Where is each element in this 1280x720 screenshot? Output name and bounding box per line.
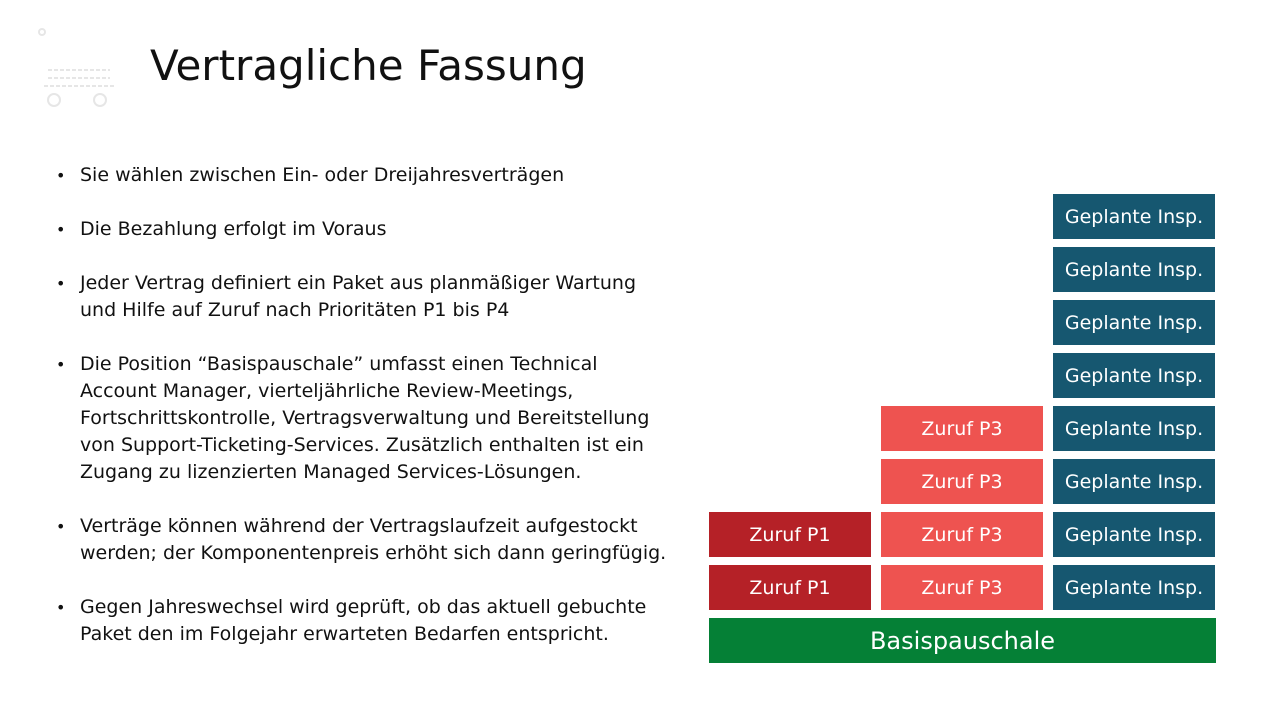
block-zuruf-p3: Zuruf P3 [881, 406, 1043, 451]
block-geplante-insp: Geplante Insp. [1053, 247, 1215, 292]
block-basispauschale: Basispauschale [709, 618, 1216, 663]
block-zuruf-p3: Zuruf P3 [881, 459, 1043, 504]
bullet-payment: Die Bezahlung erfolgt im Voraus [56, 216, 676, 243]
slide-title: Vertragliche Fassung [150, 41, 587, 90]
bullet-year-review: Gegen Jahreswechsel wird geprüft, ob das… [56, 594, 676, 648]
bullet-package: Jeder Vertrag definiert ein Paket aus pl… [56, 270, 676, 324]
block-geplante-insp: Geplante Insp. [1053, 194, 1215, 239]
bullet-list: Sie wählen zwischen Ein- oder Dreijahres… [56, 162, 676, 675]
block-zuruf-p3: Zuruf P3 [881, 565, 1043, 610]
block-geplante-insp: Geplante Insp. [1053, 512, 1215, 557]
block-zuruf-p1: Zuruf P1 [709, 512, 871, 557]
bullet-contract-term: Sie wählen zwischen Ein- oder Dreijahres… [56, 162, 676, 189]
block-geplante-insp: Geplante Insp. [1053, 459, 1215, 504]
block-zuruf-p3: Zuruf P3 [881, 512, 1043, 557]
block-geplante-insp: Geplante Insp. [1053, 406, 1215, 451]
block-geplante-insp: Geplante Insp. [1053, 353, 1215, 398]
block-geplante-insp: Geplante Insp. [1053, 565, 1215, 610]
block-zuruf-p1: Zuruf P1 [709, 565, 871, 610]
block-geplante-insp: Geplante Insp. [1053, 300, 1215, 345]
bullet-base-fee: Die Position “Basispauschale” umfasst ei… [56, 351, 676, 486]
bullet-upgrade: Verträge können während der Vertragslauf… [56, 513, 676, 567]
forklift-logo-icon [38, 28, 114, 107]
